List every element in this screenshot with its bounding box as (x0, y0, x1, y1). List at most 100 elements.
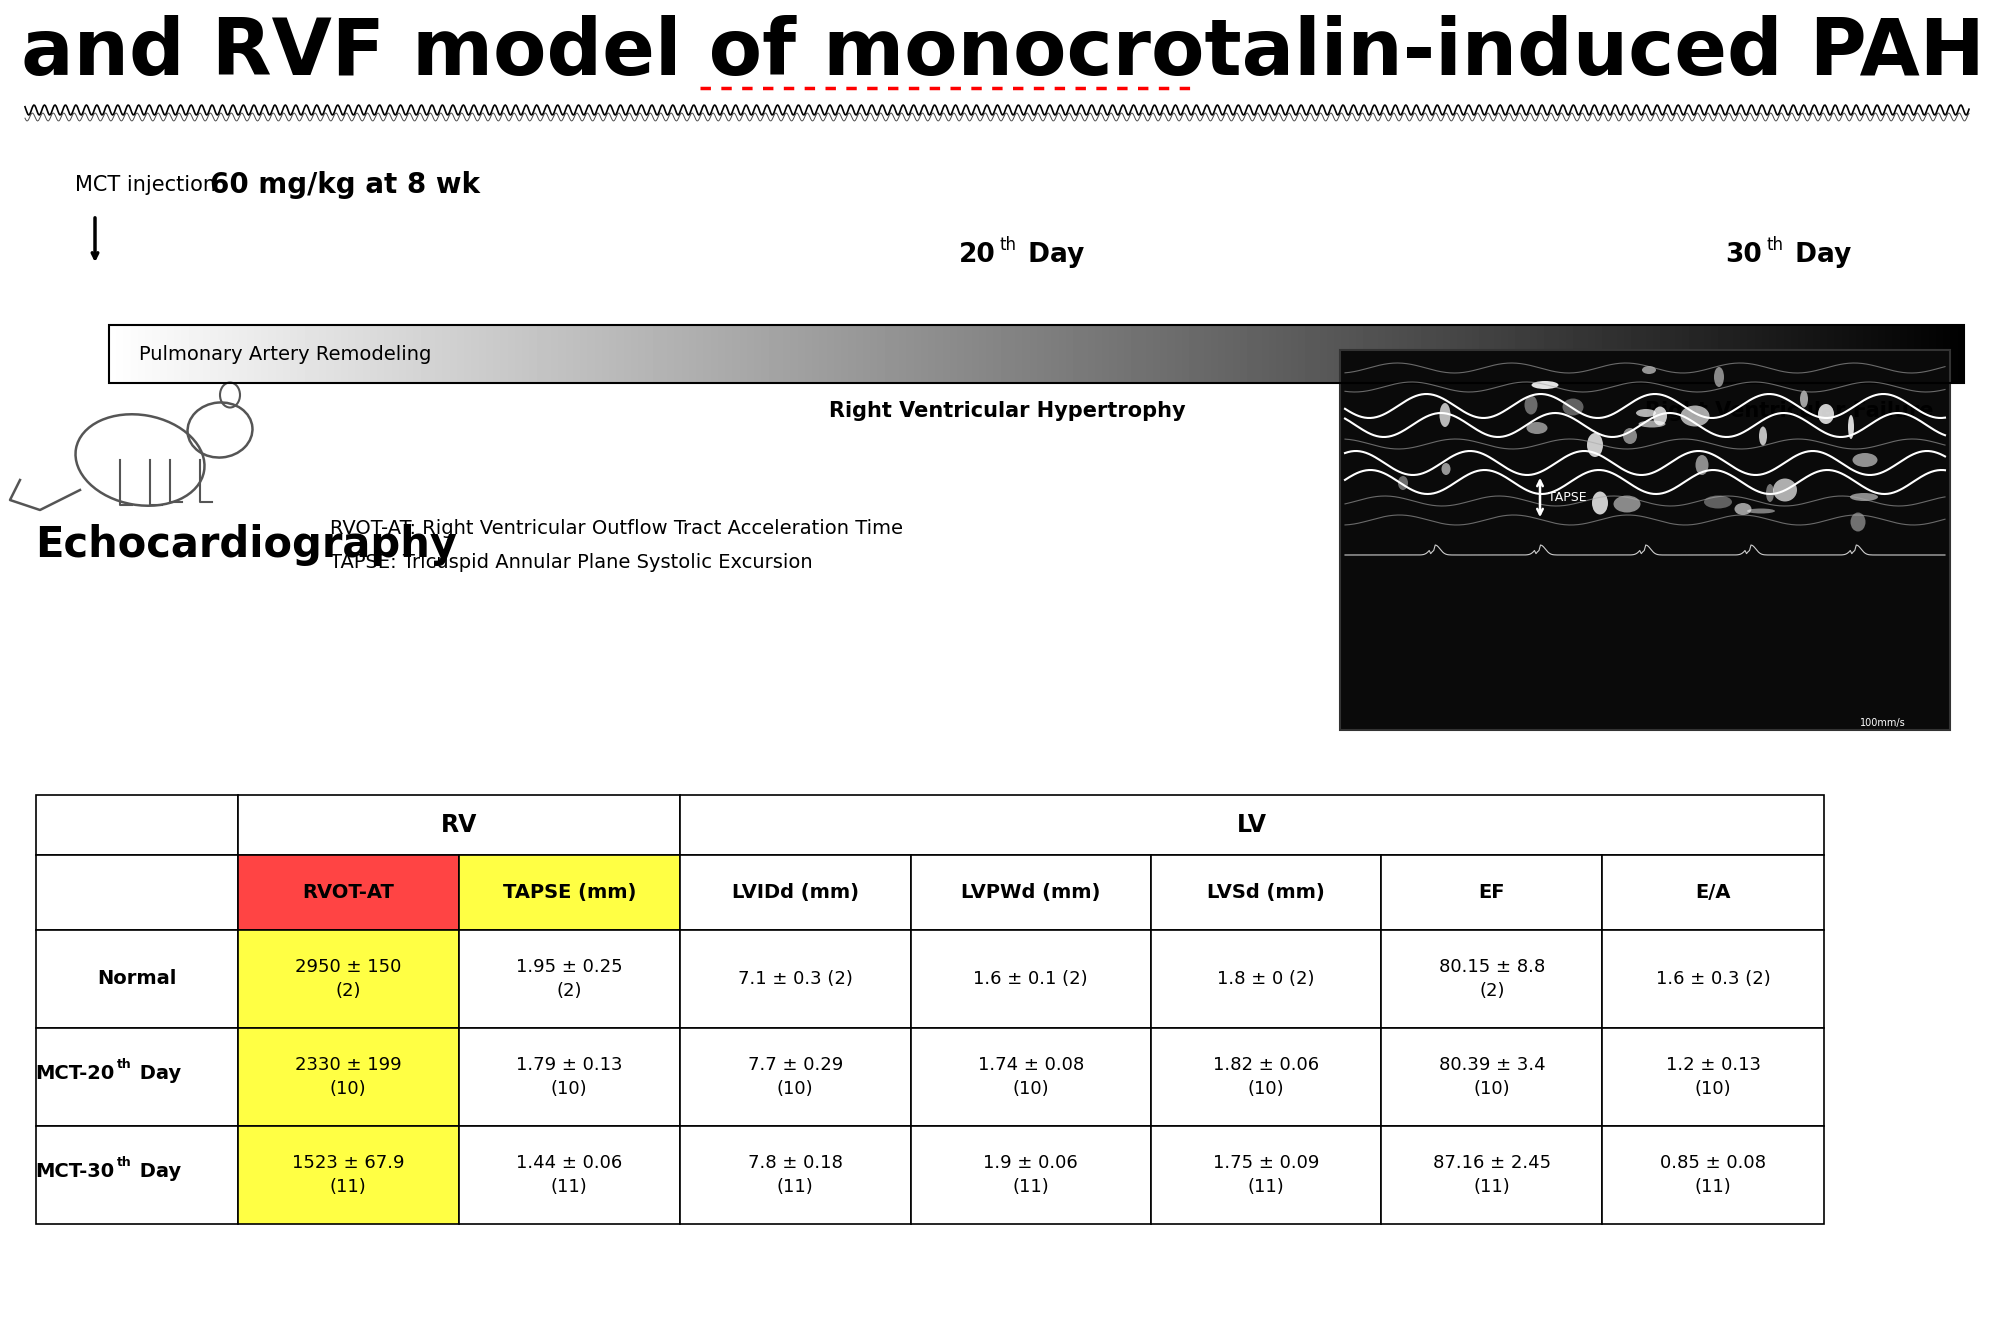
Bar (237, 795, 680, 855)
Text: E/A: E/A (1695, 883, 1731, 902)
Ellipse shape (1767, 484, 1775, 502)
Ellipse shape (1735, 502, 1751, 514)
Text: 1.82 ± 0.06
(10): 1.82 ± 0.06 (10) (1212, 1057, 1320, 1098)
Ellipse shape (1848, 415, 1854, 440)
Bar (36, 1126, 237, 1224)
Text: LVSd (mm): LVSd (mm) (1206, 883, 1324, 902)
Ellipse shape (1442, 464, 1450, 476)
Bar (36, 1027, 237, 1126)
Text: MCT-20: MCT-20 (36, 1065, 116, 1083)
Text: LV: LV (1236, 812, 1266, 836)
Text: Normal: Normal (98, 970, 177, 989)
Ellipse shape (1527, 422, 1547, 434)
Text: Pulmonary Artery Remodeling: Pulmonary Artery Remodeling (140, 345, 431, 363)
Text: 100mm/s: 100mm/s (1860, 717, 1906, 728)
Ellipse shape (1747, 509, 1775, 513)
Bar (1151, 855, 1382, 930)
Bar (1151, 1126, 1382, 1224)
Text: MCT injection: MCT injection (76, 175, 215, 195)
Text: RVOT-AT: Right Ventricular Outflow Tract Acceleration Time: RVOT-AT: Right Ventricular Outflow Tract… (329, 520, 903, 538)
Bar (911, 855, 1151, 930)
Text: 1.6 ± 0.3 (2): 1.6 ± 0.3 (2) (1655, 970, 1771, 987)
Text: RVH and RVF model of monocrotalin-induced PAH rats: RVH and RVF model of monocrotalin-induce… (0, 15, 1994, 91)
Text: 1.8 ± 0 (2): 1.8 ± 0 (2) (1218, 970, 1314, 987)
Text: 87.16 ± 2.45
(11): 87.16 ± 2.45 (11) (1434, 1154, 1551, 1196)
Ellipse shape (1653, 406, 1667, 425)
Bar (237, 930, 459, 1027)
Bar (459, 930, 680, 1027)
Text: 30: 30 (1725, 242, 1763, 269)
Bar (1603, 855, 1825, 930)
Bar (680, 795, 1825, 855)
Text: 1.44 ± 0.06
(11): 1.44 ± 0.06 (11) (516, 1154, 622, 1196)
Bar (1603, 1126, 1825, 1224)
Text: LVPWd (mm): LVPWd (mm) (961, 883, 1101, 902)
Text: Echocardiography: Echocardiography (36, 524, 457, 566)
Text: th: th (1767, 236, 1783, 254)
Ellipse shape (1440, 403, 1450, 428)
Text: 80.39 ± 3.4
(10): 80.39 ± 3.4 (10) (1438, 1057, 1545, 1098)
Text: TAPSE: Tricuspid Annular Plane Systolic Excursion: TAPSE: Tricuspid Annular Plane Systolic … (329, 553, 814, 573)
Ellipse shape (1398, 476, 1408, 490)
Text: 1.6 ± 0.1 (2): 1.6 ± 0.1 (2) (973, 970, 1089, 987)
Text: Day: Day (134, 1162, 181, 1181)
Bar (1382, 1027, 1603, 1126)
Bar (459, 1027, 680, 1126)
Text: 1.95 ± 0.25
(2): 1.95 ± 0.25 (2) (516, 958, 622, 999)
Text: RVOT-AT: RVOT-AT (303, 883, 395, 902)
Bar (680, 930, 911, 1027)
Bar (36, 930, 237, 1027)
Ellipse shape (1681, 406, 1709, 426)
Text: 7.7 ± 0.29
(10): 7.7 ± 0.29 (10) (748, 1057, 843, 1098)
Text: 2330 ± 199
(10): 2330 ± 199 (10) (295, 1057, 401, 1098)
Ellipse shape (1587, 433, 1603, 457)
Text: Right Ventricular Hypertrophy: Right Ventricular Hypertrophy (830, 401, 1184, 421)
Text: RV: RV (441, 812, 477, 836)
Text: 7.1 ± 0.3 (2): 7.1 ± 0.3 (2) (738, 970, 853, 987)
Bar (680, 1126, 911, 1224)
Ellipse shape (1639, 421, 1665, 428)
Ellipse shape (1715, 367, 1725, 387)
Bar (237, 855, 459, 930)
Text: 1.2 ± 0.13
(10): 1.2 ± 0.13 (10) (1665, 1057, 1761, 1098)
Ellipse shape (1850, 513, 1866, 532)
Bar (1151, 1027, 1382, 1126)
Ellipse shape (1801, 390, 1809, 407)
Bar (1603, 930, 1825, 1027)
Ellipse shape (1759, 426, 1767, 445)
Text: 80.15 ± 8.8
(2): 80.15 ± 8.8 (2) (1440, 958, 1545, 999)
Bar (680, 1027, 911, 1126)
Text: th: th (118, 1058, 132, 1071)
Text: MCT-30: MCT-30 (36, 1162, 116, 1181)
Ellipse shape (1695, 456, 1709, 476)
Ellipse shape (1852, 453, 1878, 468)
Ellipse shape (1850, 493, 1878, 501)
Text: 1523 ± 67.9
(11): 1523 ± 67.9 (11) (291, 1154, 405, 1196)
Text: 1.74 ± 0.08
(10): 1.74 ± 0.08 (10) (977, 1057, 1085, 1098)
Bar (237, 1126, 459, 1224)
Text: 1.75 ± 0.09
(11): 1.75 ± 0.09 (11) (1212, 1154, 1320, 1196)
Bar (237, 1027, 459, 1126)
Ellipse shape (1591, 492, 1607, 514)
Text: 60 mg/kg at 8 wk: 60 mg/kg at 8 wk (209, 171, 481, 199)
Ellipse shape (1613, 496, 1641, 513)
Bar (911, 930, 1151, 1027)
Text: Right Ventricular Failure: Right Ventricular Failure (1645, 401, 1934, 421)
Bar (459, 855, 680, 930)
Text: Day: Day (1787, 242, 1850, 269)
Bar (1382, 930, 1603, 1027)
Text: 2950 ± 150
(2): 2950 ± 150 (2) (295, 958, 401, 999)
Bar (36, 795, 237, 855)
Ellipse shape (1773, 478, 1797, 501)
Text: th: th (118, 1157, 132, 1169)
Text: th: th (999, 236, 1017, 254)
Bar (459, 1126, 680, 1224)
Text: 1.9 ± 0.06
(11): 1.9 ± 0.06 (11) (983, 1154, 1079, 1196)
Text: 7.8 ± 0.18
(11): 7.8 ± 0.18 (11) (748, 1154, 843, 1196)
Ellipse shape (1623, 428, 1637, 444)
Text: TAPSE (mm): TAPSE (mm) (502, 883, 636, 902)
Bar (36, 855, 237, 930)
Ellipse shape (1563, 398, 1583, 415)
Text: 1.79 ± 0.13
(10): 1.79 ± 0.13 (10) (516, 1057, 622, 1098)
Text: LVIDd (mm): LVIDd (mm) (732, 883, 859, 902)
